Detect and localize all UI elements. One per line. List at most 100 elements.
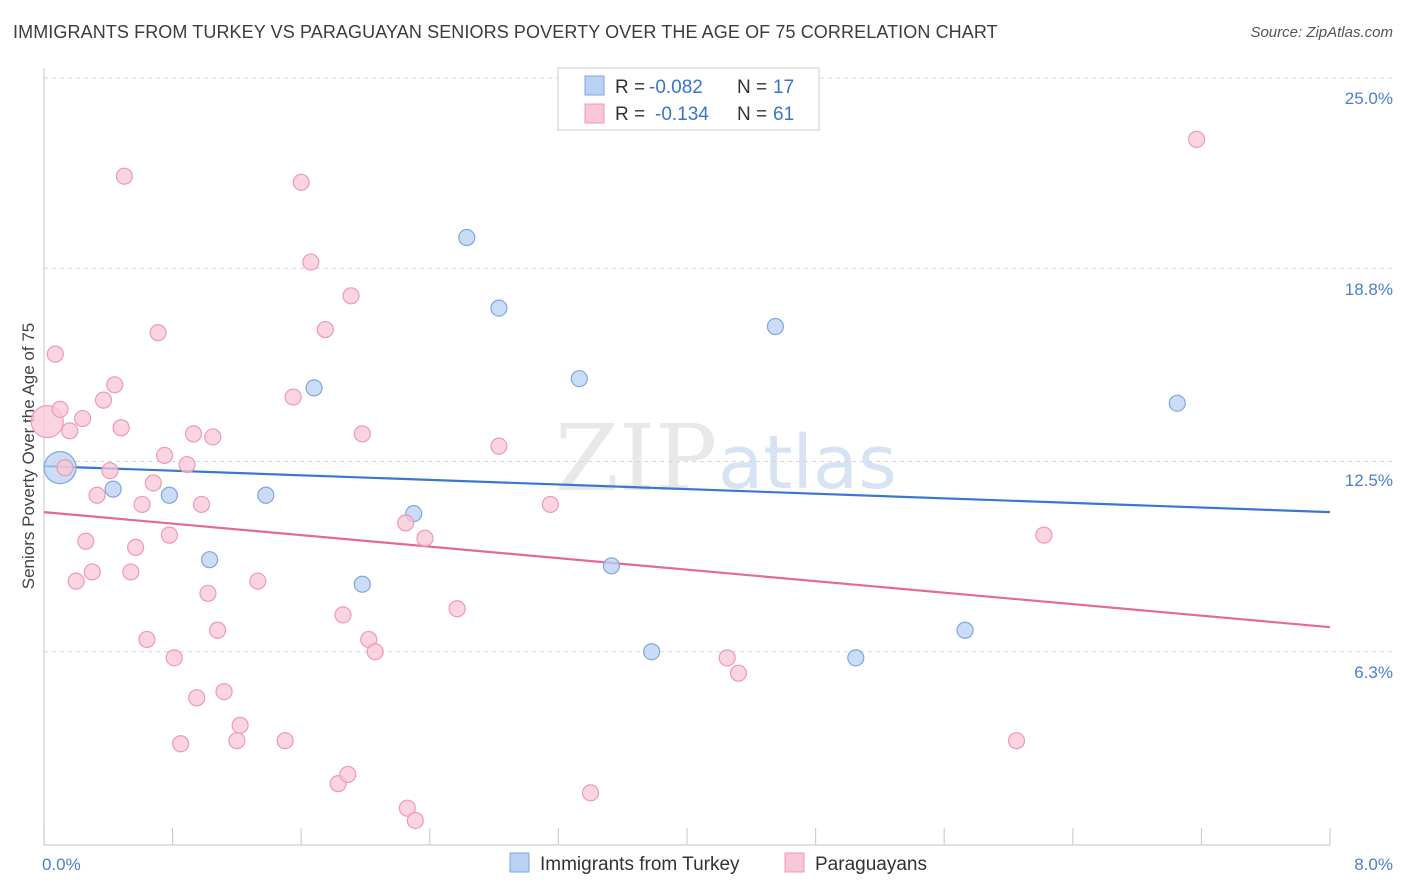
- paraguay-point: [112, 419, 130, 437]
- paraguay-point: [144, 474, 162, 492]
- y-tick-label: 18.8%: [1345, 280, 1393, 299]
- legend-n-label: N =: [737, 77, 767, 98]
- paraguay-point: [73, 409, 92, 428]
- grid-lines: [44, 77, 1393, 653]
- turkey-point: [847, 649, 865, 667]
- paraguay-point: [51, 400, 69, 418]
- legend-n-label: N =: [737, 104, 767, 125]
- paraguay-point: [155, 446, 174, 464]
- paraguay-point: [184, 425, 203, 443]
- source-credit: Source: ZipAtlas.com: [1250, 24, 1393, 41]
- turkey-point: [305, 379, 323, 397]
- legend-r-value: -0.134: [655, 104, 709, 125]
- paraguay-point: [541, 495, 559, 514]
- paraguay-point: [1187, 130, 1206, 148]
- turkey-point: [643, 643, 661, 661]
- paraguay-point: [416, 529, 434, 547]
- paraguay-point: [138, 630, 156, 649]
- paraguay-point: [56, 459, 74, 477]
- turkey-point: [104, 480, 122, 498]
- paraguay-point: [122, 563, 140, 581]
- paraguay-point: [115, 167, 133, 185]
- paraguay-point: [133, 495, 151, 514]
- y-tick-label: 12.5%: [1345, 471, 1393, 490]
- series-turkey-points: [43, 228, 1186, 667]
- trend-line-turkey: [43, 465, 1331, 514]
- paraguay-point: [339, 765, 357, 784]
- x-tick-label-min: 0.0%: [42, 855, 81, 874]
- paraguay-point: [228, 732, 246, 750]
- paraguay-point: [192, 495, 211, 514]
- paraguay-point: [160, 526, 178, 544]
- paraguay-point: [77, 532, 95, 550]
- turkey-point: [956, 621, 974, 639]
- paraguay-point: [334, 606, 352, 624]
- turkey-point: [1168, 394, 1186, 412]
- y-tick-label: 25.0%: [1345, 89, 1393, 108]
- paraguay-point: [398, 799, 416, 817]
- y-axis-label: Seniors Poverty Over the Age of 75: [19, 323, 38, 589]
- turkey-point: [766, 317, 785, 336]
- paraguay-point: [46, 345, 64, 363]
- legend-r-label: R =: [615, 104, 645, 125]
- paraguay-point: [209, 621, 227, 639]
- paraguay-point: [729, 664, 748, 682]
- paraguay-point: [94, 391, 113, 409]
- turkey-point: [200, 551, 219, 569]
- trend-line-paraguay: [43, 511, 1331, 629]
- paraguay-point: [188, 689, 206, 707]
- paraguay-point: [67, 572, 85, 590]
- y-tick-labels: 25.0% 18.8% 12.5% 6.3%: [1345, 89, 1393, 682]
- paraguay-point: [101, 462, 119, 480]
- paraguay-point: [342, 287, 360, 305]
- x-tick-label-max: 8.0%: [1354, 855, 1393, 874]
- paraguay-point: [127, 538, 145, 557]
- paraguay-point: [172, 735, 190, 753]
- paraguay-point: [106, 376, 124, 394]
- paraguay-point: [199, 584, 217, 603]
- paraguay-point: [249, 572, 267, 590]
- x-axis-ticks: [43, 828, 1331, 845]
- turkey-point: [602, 557, 621, 575]
- turkey-point: [160, 486, 178, 504]
- paraguay-point: [581, 784, 600, 802]
- paraguay-point: [397, 514, 415, 532]
- paraguay-point: [353, 425, 371, 443]
- legend-r-label: R =: [615, 77, 645, 98]
- series-legend: Immigrants from Turkey Paraguayans: [509, 852, 927, 875]
- legend-r-value: -0.082: [649, 77, 703, 98]
- paraguay-point: [1035, 526, 1053, 544]
- paraguay-point: [1007, 732, 1026, 750]
- y-tick-label: 6.3%: [1354, 663, 1393, 682]
- bottom-legend-swatch-turkey: [509, 852, 530, 873]
- paraguay-point: [165, 649, 183, 667]
- watermark-zip: ZIP: [555, 405, 717, 512]
- paraguay-point: [204, 428, 222, 446]
- paraguay-point: [448, 600, 466, 618]
- turkey-point: [570, 370, 588, 388]
- paraguay-point: [316, 320, 334, 339]
- turkey-point: [257, 486, 275, 504]
- turkey-point: [490, 299, 508, 317]
- paraguay-point: [178, 455, 196, 474]
- chart-title: IMMIGRANTS FROM TURKEY VS PARAGUAYAN SEN…: [13, 22, 998, 42]
- series-paraguay-points: [30, 130, 1206, 830]
- trend-lines: [43, 465, 1331, 629]
- turkey-point: [353, 575, 371, 593]
- paraguay-point: [83, 563, 101, 581]
- paraguay-point: [88, 486, 106, 504]
- paraguay-point: [406, 811, 424, 830]
- bottom-legend-swatch-paraguay: [784, 852, 805, 873]
- paraguay-point: [490, 437, 508, 455]
- paraguay-point: [276, 732, 294, 750]
- turkey-point: [458, 228, 476, 247]
- paraguay-point: [302, 253, 320, 271]
- paraguay-point: [215, 682, 233, 701]
- paraguay-point: [284, 388, 302, 406]
- legend-n-value: 17: [773, 77, 794, 98]
- paraguay-point: [292, 173, 310, 191]
- stats-legend: R = -0.082 N = 17 R = -0.134 N = 61: [557, 67, 820, 131]
- legend-swatch-paraguay: [584, 103, 605, 124]
- paraguay-point: [61, 422, 79, 440]
